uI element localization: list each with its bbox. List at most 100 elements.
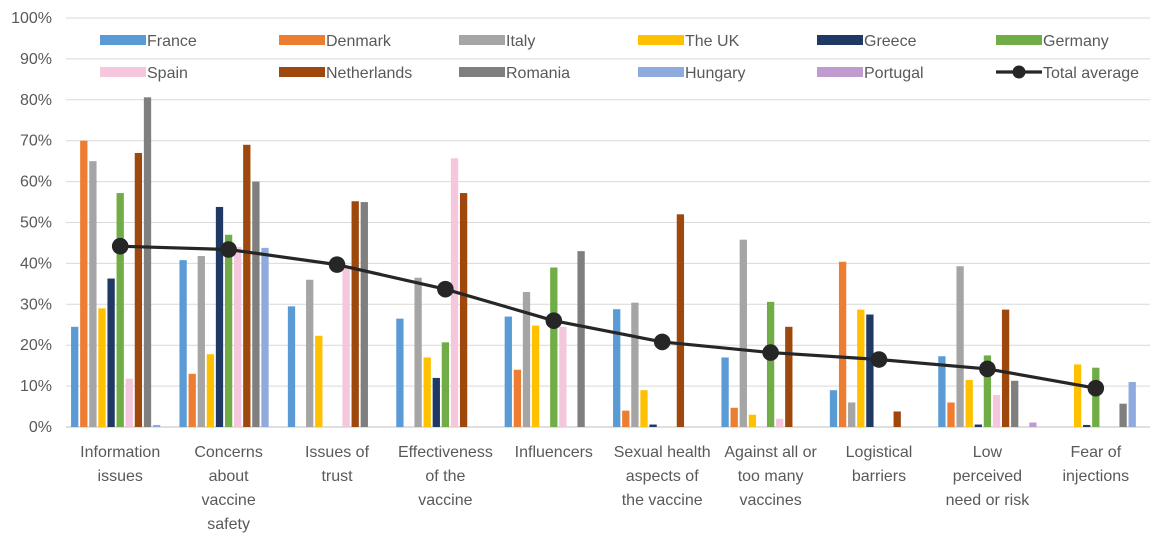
x-category-label: about	[209, 468, 250, 485]
legend-marker-total-average	[1012, 65, 1026, 79]
y-tick-label: 50%	[20, 215, 52, 232]
bar-the-uk	[748, 414, 757, 427]
legend-swatch-spain	[100, 67, 146, 77]
bar-hungary	[152, 424, 161, 427]
bar-france	[396, 318, 404, 427]
bar-italy	[956, 266, 964, 427]
bar-romania	[360, 202, 368, 427]
legend-swatch-romania	[459, 67, 505, 77]
bar-denmark	[947, 402, 955, 427]
total-average-point	[653, 333, 671, 351]
bar-spain	[234, 247, 242, 427]
bar-germany	[766, 301, 775, 427]
bar-germany	[116, 193, 124, 427]
bar-portugal	[1029, 422, 1037, 427]
x-category-label: Logistical	[846, 444, 913, 461]
bar-denmark	[622, 410, 630, 427]
legend-swatch-the-uk	[638, 35, 684, 45]
legend-label: France	[147, 33, 197, 50]
legend-swatch-germany	[996, 35, 1042, 45]
total-average-point	[111, 237, 129, 255]
total-average-point	[762, 344, 779, 361]
bar-germany	[550, 267, 558, 427]
x-category-label: barriers	[852, 468, 906, 485]
y-axis-tick-labels: 0% 10% 20% 30% 40% 50% 60% 70% 80% 90% 100%	[11, 10, 52, 436]
legend-label: Spain	[147, 65, 188, 82]
bar-the-uk	[98, 308, 106, 427]
bar-netherlands	[676, 214, 685, 427]
bar-the-uk	[315, 335, 323, 427]
x-category-label: too many	[738, 468, 804, 485]
bar-romania	[1011, 380, 1019, 427]
x-category-label: Effectiveness	[398, 444, 493, 461]
x-category-label: Fear of	[1070, 444, 1121, 461]
legend-label: Italy	[506, 33, 535, 50]
legend-label: Portugal	[864, 65, 924, 82]
bar-italy	[197, 256, 205, 427]
legend-label: The UK	[685, 33, 740, 50]
bar-the-uk	[640, 390, 648, 427]
total-average-point	[979, 360, 996, 378]
bar-denmark	[730, 407, 738, 427]
x-category-label: aspects of	[626, 468, 699, 485]
y-tick-label: 80%	[20, 92, 52, 109]
bar-greece	[107, 278, 115, 427]
bar-spain	[559, 326, 567, 427]
bar-spain	[776, 418, 784, 427]
legend-swatch-greece	[817, 35, 863, 45]
bar-france	[71, 326, 79, 427]
bar-greece	[432, 377, 440, 427]
total-average-point	[437, 280, 454, 298]
bar-greece	[866, 314, 874, 427]
legend-label: Netherlands	[326, 65, 412, 82]
x-category-label: Against all or	[724, 444, 817, 461]
total-average-point	[328, 256, 346, 273]
x-category-label: trust	[321, 468, 353, 485]
y-tick-label: 70%	[20, 133, 52, 150]
bar-greece	[974, 424, 982, 427]
legend-swatch-denmark	[279, 35, 325, 45]
legend-label: Germany	[1043, 33, 1109, 50]
x-category-label: Influencers	[515, 444, 593, 461]
x-category-label: perceived	[953, 468, 1022, 485]
bar-hungary	[261, 247, 269, 427]
legend-label: Romania	[506, 65, 570, 82]
legend-label: Total average	[1043, 65, 1139, 82]
bar-the-uk	[965, 379, 973, 427]
bar-france	[287, 306, 296, 427]
bar-the-uk	[1073, 364, 1082, 427]
total-average-line	[111, 237, 1105, 397]
bar-germany	[224, 234, 233, 427]
y-tick-label: 90%	[20, 51, 52, 68]
x-category-label: need or risk	[946, 492, 1031, 509]
bar-the-uk	[857, 309, 865, 427]
x-category-label: Sexual health	[614, 444, 711, 461]
bar-romania	[252, 181, 260, 427]
y-tick-label: 10%	[20, 378, 52, 395]
bar-romania	[1119, 403, 1127, 427]
bar-france	[829, 390, 838, 427]
x-category-label: Issues of	[305, 444, 370, 461]
bar-denmark	[838, 261, 847, 427]
bar-romania	[143, 97, 152, 427]
bar-netherlands	[459, 193, 468, 427]
legend-label: Hungary	[685, 65, 745, 82]
bar-france	[938, 356, 946, 427]
bar-the-uk	[206, 354, 215, 427]
total-average-point	[220, 241, 237, 258]
bar-germany	[441, 342, 450, 427]
bar-greece	[649, 424, 657, 427]
bar-italy	[848, 402, 856, 427]
bar-italy	[306, 279, 314, 427]
legend-swatch-italy	[459, 35, 505, 45]
bar-the-uk	[531, 325, 540, 427]
bar-denmark	[513, 369, 522, 427]
y-tick-label: 60%	[20, 174, 52, 191]
y-tick-label: 30%	[20, 296, 52, 313]
x-category-label: safety	[207, 516, 250, 533]
y-tick-label: 20%	[20, 337, 52, 354]
bar-greece	[1083, 424, 1091, 427]
x-category-label: vaccine	[418, 492, 472, 509]
bar-netherlands	[1001, 309, 1010, 427]
